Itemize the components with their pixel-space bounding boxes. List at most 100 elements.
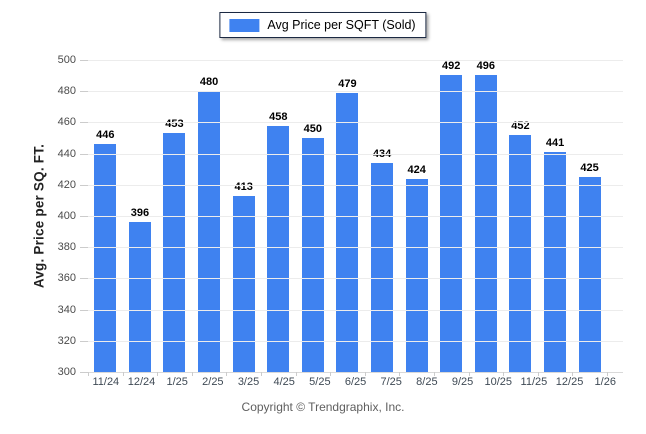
x-tick-label: 6/25 [344, 376, 367, 388]
y-tick-label: 420 [57, 178, 76, 191]
x-tick-label: 3/25 [237, 376, 260, 388]
x-axis-ticks [88, 372, 608, 376]
bar-value-label: 479 [338, 77, 357, 90]
x-axis-tick [191, 372, 193, 376]
gridline [88, 278, 623, 280]
x-tick-label: 2/25 [202, 376, 224, 388]
y-axis-tick [80, 247, 88, 249]
x-axis-tick [434, 372, 435, 376]
bar-value-label: 396 [130, 207, 150, 220]
bar-column: 453 [157, 60, 192, 372]
x-tick-label: 9/25 [451, 376, 474, 388]
x-tick-label: 7/25 [380, 376, 402, 388]
bar [128, 222, 151, 372]
bar-column: 492 [434, 60, 469, 372]
x-axis-tick-labels: 11/24 12/24 1/25 2/25 3/25 4/25 5/25 6/25 7/25 8/… [88, 376, 623, 388]
y-axis-tick [80, 91, 88, 93]
x-axis-tick [399, 372, 401, 376]
bar-column: 446 [88, 60, 123, 372]
y-axis-tick [80, 60, 88, 61]
bar-value-label: 453 [165, 118, 184, 131]
y-axis-tick [80, 309, 88, 311]
bar [267, 125, 290, 372]
x-tick-label: 11/25 [520, 376, 548, 388]
bar-value-label: 480 [199, 76, 219, 89]
y-tick-label: 300 [57, 366, 76, 378]
bar [371, 162, 394, 372]
x-tick-label: 4/25 [273, 376, 295, 388]
bar [163, 133, 186, 372]
plot-area: 446 396 453 480 413 458 450 479 434 424 492 496 452 4… [80, 60, 623, 376]
x-tick-label: 12/25 [555, 376, 584, 388]
x-axis-tick [537, 372, 539, 376]
bar-value-label: 496 [476, 60, 495, 72]
bar-column: 441 [538, 60, 573, 372]
y-tick-label: 480 [57, 85, 76, 98]
legend-swatch-icon [229, 18, 260, 32]
bar-value-label: 492 [442, 60, 461, 72]
bar [509, 134, 532, 372]
x-tick-label: 1/25 [166, 376, 188, 388]
x-tick-label: 10/25 [484, 376, 512, 388]
y-tick-label: 360 [57, 272, 76, 285]
y-axis-tick [80, 372, 88, 373]
bar [301, 138, 324, 372]
x-tick-label: 1/26 [594, 376, 616, 388]
x-tick-label: 5/25 [309, 376, 331, 388]
y-axis-tick [80, 184, 88, 186]
y-tick-label: 380 [57, 241, 76, 254]
bar [405, 178, 428, 372]
x-axis-tick [572, 372, 574, 376]
bar-column: 480 [192, 60, 227, 372]
x-axis-tick [157, 372, 159, 376]
copyright-text: Copyright © Trendgraphix, Inc. [241, 400, 405, 414]
bar-value-label: 446 [96, 129, 115, 142]
bar-column: 496 [469, 60, 504, 372]
x-axis-tick [607, 372, 608, 376]
bar-column: 425 [572, 60, 607, 372]
bar-value-label: 450 [303, 123, 323, 135]
y-axis-tick [80, 122, 88, 124]
x-axis-tick [330, 372, 332, 376]
x-axis-tick [261, 372, 262, 376]
y-tick-label: 400 [57, 210, 76, 222]
y-tick-label: 460 [57, 116, 76, 129]
bar [232, 195, 255, 372]
y-tick-label: 340 [57, 303, 76, 316]
bar-value-label: 458 [269, 110, 288, 123]
x-axis-tick [295, 372, 297, 376]
x-axis-tick [88, 372, 89, 376]
bar [544, 152, 567, 372]
bar [94, 144, 117, 372]
gridline [88, 247, 623, 249]
bar-value-label: 441 [545, 137, 565, 150]
gridline [88, 122, 623, 124]
bars-container: 446 396 453 480 413 458 450 479 434 424 492 496 452 4… [88, 60, 607, 372]
y-tick-label: 500 [57, 54, 76, 66]
y-tick-label: 440 [57, 147, 76, 160]
bar-value-label: 425 [580, 162, 599, 174]
y-tick-label: 320 [57, 334, 76, 347]
legend: Avg Price per SQFT (Sold) [219, 12, 427, 38]
gridline [88, 153, 623, 155]
gridline [88, 340, 623, 342]
bar [198, 91, 221, 372]
bar-column: 479 [330, 60, 365, 372]
x-axis-tick [122, 372, 124, 376]
y-axis-tick [80, 153, 88, 155]
bar-column: 413 [226, 60, 261, 372]
x-axis-tick [364, 372, 366, 376]
x-tick-label: 11/24 [92, 376, 120, 388]
gridline [88, 91, 623, 93]
bar [336, 92, 359, 372]
y-axis-tick [80, 216, 88, 217]
gridline [88, 309, 623, 311]
bar [578, 177, 601, 372]
x-tick-label: 8/25 [416, 376, 438, 388]
x-axis-tick [468, 372, 470, 376]
bar-value-label: 413 [234, 180, 253, 193]
bar [440, 75, 463, 372]
bar-column: 424 [399, 60, 434, 372]
bar [474, 75, 497, 372]
